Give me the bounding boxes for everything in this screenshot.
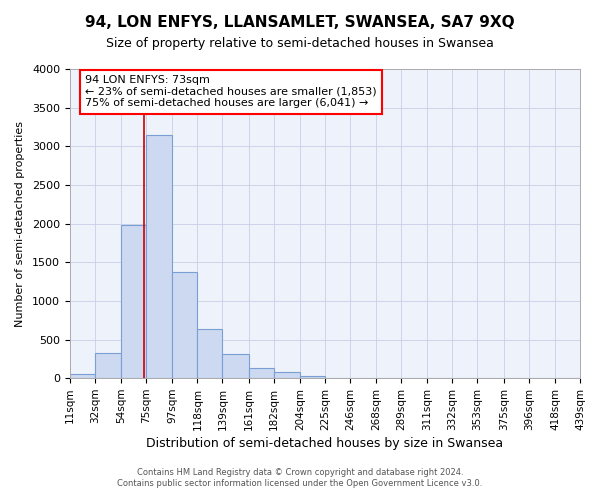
Text: 94 LON ENFYS: 73sqm
← 23% of semi-detached houses are smaller (1,853)
75% of sem: 94 LON ENFYS: 73sqm ← 23% of semi-detach… bbox=[85, 75, 377, 108]
Bar bbox=[274, 372, 300, 378]
Bar bbox=[300, 376, 325, 378]
Bar bbox=[248, 368, 274, 378]
X-axis label: Distribution of semi-detached houses by size in Swansea: Distribution of semi-detached houses by … bbox=[146, 437, 503, 450]
Bar bbox=[146, 134, 172, 378]
Bar bbox=[95, 354, 121, 378]
Text: Size of property relative to semi-detached houses in Swansea: Size of property relative to semi-detach… bbox=[106, 38, 494, 51]
Bar bbox=[223, 354, 248, 378]
Bar bbox=[197, 328, 223, 378]
Text: Contains HM Land Registry data © Crown copyright and database right 2024.
Contai: Contains HM Land Registry data © Crown c… bbox=[118, 468, 482, 487]
Y-axis label: Number of semi-detached properties: Number of semi-detached properties bbox=[15, 120, 25, 326]
Bar bbox=[70, 374, 95, 378]
Bar bbox=[121, 225, 146, 378]
Bar bbox=[172, 272, 197, 378]
Text: 94, LON ENFYS, LLANSAMLET, SWANSEA, SA7 9XQ: 94, LON ENFYS, LLANSAMLET, SWANSEA, SA7 … bbox=[85, 15, 515, 30]
